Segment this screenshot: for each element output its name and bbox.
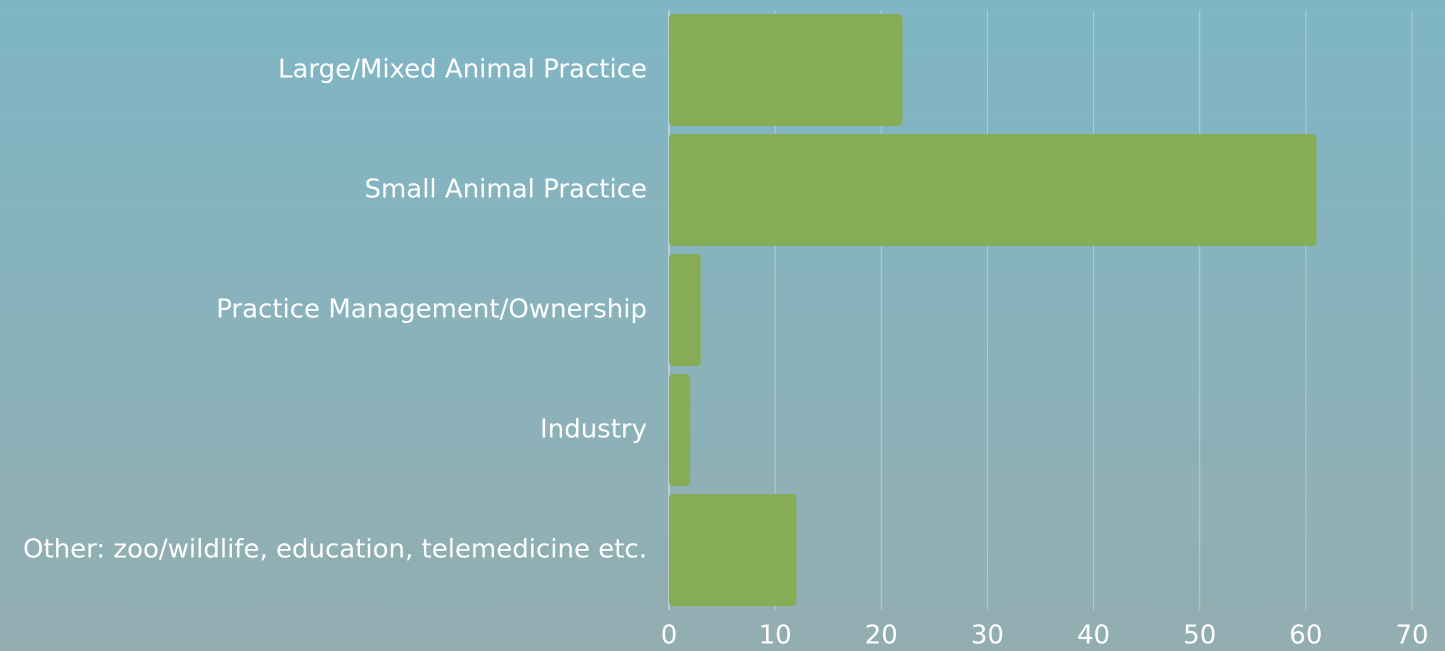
x-tick-label: 0: [661, 621, 678, 651]
bar: [669, 134, 1317, 246]
x-tick-label: 20: [865, 621, 898, 651]
bar: [669, 374, 691, 486]
y-tick-label: Industry: [540, 415, 647, 445]
x-tick-label: 60: [1289, 621, 1322, 651]
x-tick-label: 40: [1077, 621, 1110, 651]
y-tick-label: Small Animal Practice: [364, 175, 647, 205]
x-tick-label: 50: [1183, 621, 1216, 651]
x-tick-label: 30: [971, 621, 1004, 651]
bar: [669, 494, 797, 606]
y-tick-label: Other: zoo/wildlife, education, telemedi…: [23, 535, 647, 565]
x-tick-label: 10: [759, 621, 792, 651]
y-tick-label: Practice Management/Ownership: [216, 295, 647, 325]
bar: [669, 254, 701, 366]
x-tick-label: 70: [1395, 621, 1428, 651]
bar: [669, 14, 903, 126]
y-tick-label: Large/Mixed Animal Practice: [278, 55, 647, 85]
